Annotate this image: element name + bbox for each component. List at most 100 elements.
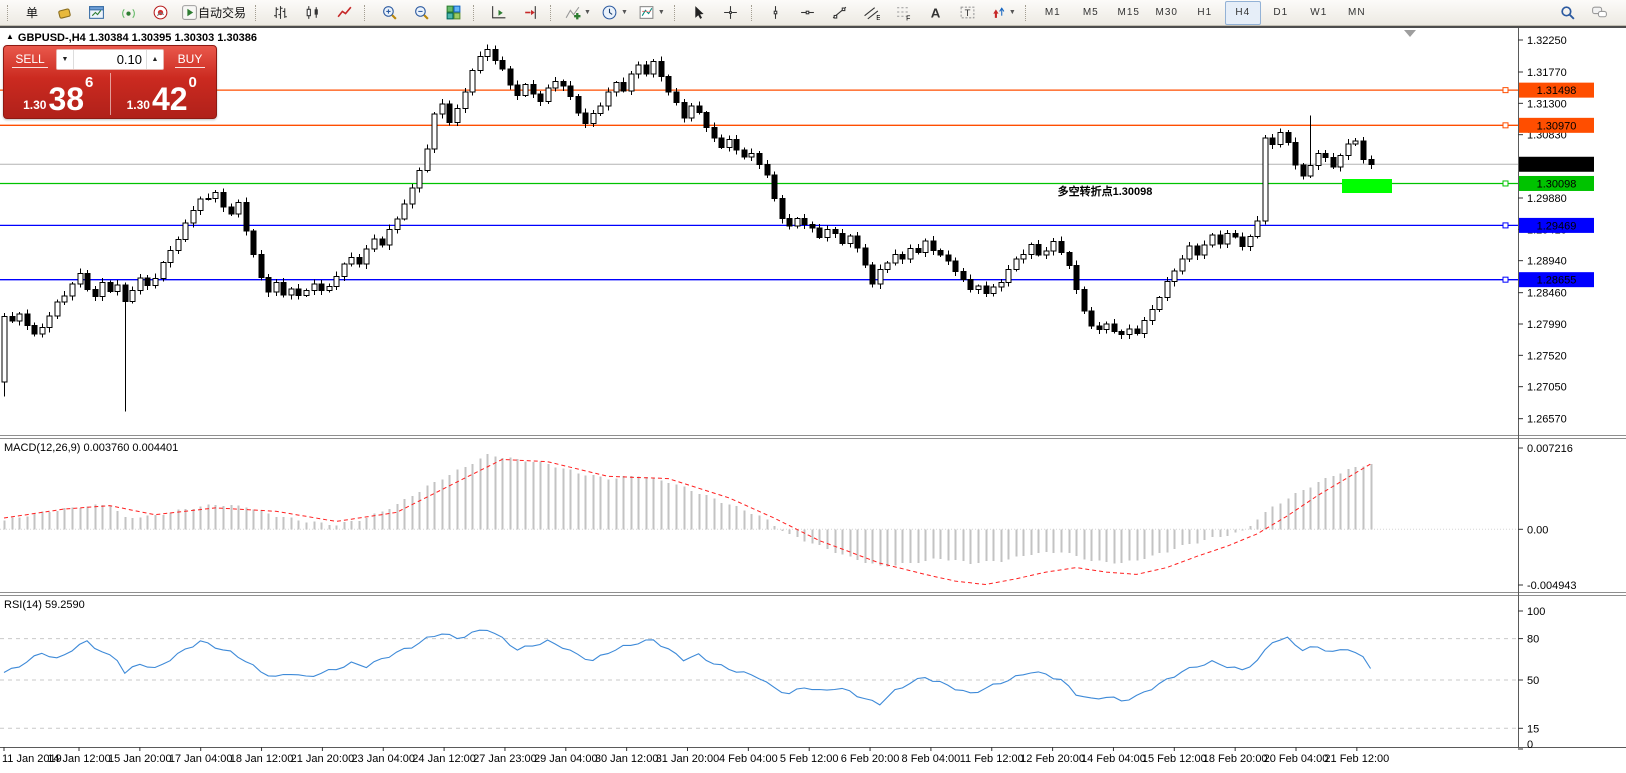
highlight-box-object[interactable] xyxy=(1342,179,1392,193)
volume-increase-button[interactable]: ▲ xyxy=(146,50,163,69)
crosshair-button[interactable] xyxy=(716,1,746,25)
buy-price[interactable]: 1.30 42 0 xyxy=(109,73,214,115)
sell-price-prefix: 1.30 xyxy=(23,97,47,112)
horizontal-line-button[interactable] xyxy=(793,1,823,25)
tile-windows-button[interactable] xyxy=(438,1,468,25)
dropdown-caret-icon[interactable]: ▼ xyxy=(657,9,665,16)
candle-body xyxy=(945,254,952,262)
dropdown-caret-icon[interactable]: ▼ xyxy=(620,9,628,16)
market-watch-icon[interactable] xyxy=(81,1,111,25)
annotation-text-object[interactable]: 多空转折点1.30098 xyxy=(1058,184,1153,198)
hline-handle[interactable] xyxy=(1502,180,1509,187)
buy-button[interactable]: BUY xyxy=(167,49,213,70)
buy-price-pip: 0 xyxy=(188,74,197,91)
tf-m30-button[interactable]: M30 xyxy=(1155,7,1178,18)
new-order-button[interactable]: 单 xyxy=(25,6,38,20)
zoom-out-button[interactable] xyxy=(406,1,436,25)
auto-scroll-button[interactable] xyxy=(483,1,513,25)
candle-body xyxy=(16,313,23,322)
fibonacci-button[interactable]: F xyxy=(889,1,919,25)
candle-body xyxy=(394,218,401,230)
volume-input[interactable] xyxy=(74,50,146,69)
sell-price-big: 38 xyxy=(48,80,85,117)
time-axis-label: 18 Jan 12:00 xyxy=(230,753,294,765)
templates-button[interactable]: ▼ xyxy=(634,1,669,25)
rsi-line xyxy=(3,629,1372,706)
candle-body xyxy=(816,227,823,238)
bar-chart-button[interactable] xyxy=(265,1,295,25)
chart-shift-button[interactable] xyxy=(515,1,545,25)
candle-body xyxy=(1262,137,1269,222)
candle-body xyxy=(884,262,891,270)
candle-body xyxy=(794,218,801,227)
trendline-button[interactable] xyxy=(825,1,855,25)
candle-body xyxy=(907,248,914,260)
line-chart-button[interactable] xyxy=(329,1,359,25)
volume-decrease-button[interactable]: ▼ xyxy=(57,50,74,69)
toolbar-grip xyxy=(750,4,755,21)
sell-price[interactable]: 1.30 38 6 xyxy=(7,73,110,115)
candle-body xyxy=(326,285,333,292)
candle-body xyxy=(582,112,589,124)
arrows-button[interactable]: ▼ xyxy=(985,1,1020,25)
crosshair-glyph xyxy=(724,6,738,19)
candlestick-chart-button[interactable] xyxy=(297,1,327,25)
chart-tool-icon[interactable] xyxy=(49,1,79,25)
dropdown-caret-icon[interactable]: ▼ xyxy=(584,9,591,16)
candle-body xyxy=(371,238,378,250)
tf-m1-button[interactable]: M1 xyxy=(1044,7,1061,18)
time-axis-label: 12 Feb 20:00 xyxy=(1020,753,1085,765)
tf-d1-button[interactable]: D1 xyxy=(1273,7,1289,18)
hline-handle[interactable] xyxy=(1502,122,1509,129)
price-axis-label: 1.27990 xyxy=(1527,319,1567,331)
price-badge xyxy=(1519,156,1594,172)
candle-body xyxy=(288,288,295,296)
candle-body xyxy=(333,275,340,287)
search-icon[interactable] xyxy=(1552,1,1582,25)
tf-m15-button[interactable]: M15 xyxy=(1117,7,1140,18)
time-axis-label: 23 Jan 04:00 xyxy=(351,753,415,765)
chart-shift-marker[interactable] xyxy=(1404,30,1416,37)
autotrading-button[interactable]: 自动交易 xyxy=(177,1,250,25)
text-button[interactable]: A xyxy=(921,1,951,25)
candle-body xyxy=(409,187,416,205)
toolbar: 单 自动交易 ▼ ▼ ▼ E F A T ▼ M1 M5 M15 M30 H1 H4 D1 W1 MN xyxy=(0,0,1626,26)
candle-body xyxy=(24,313,31,326)
candle-body xyxy=(69,283,76,297)
hline-handle[interactable] xyxy=(1502,222,1509,229)
zoom-in-button[interactable] xyxy=(374,1,404,25)
candle-body xyxy=(280,282,287,296)
candle-body xyxy=(847,235,854,245)
expert-icon[interactable] xyxy=(145,1,175,25)
dropdown-caret-icon[interactable]: ▼ xyxy=(1008,9,1016,16)
time-axis-label: 14 Feb 04:00 xyxy=(1081,753,1146,765)
indicator-glyph xyxy=(565,6,581,20)
candle-body xyxy=(182,222,189,241)
price-axis-label: 1.32250 xyxy=(1527,35,1567,47)
tf-h1-button[interactable]: H1 xyxy=(1197,7,1213,18)
tf-m5-button[interactable]: M5 xyxy=(1082,7,1099,18)
sell-button[interactable]: SELL xyxy=(7,49,53,70)
candle-body xyxy=(597,105,604,115)
hline-handle[interactable] xyxy=(1502,87,1509,94)
tf-mn-button[interactable]: MN xyxy=(1347,7,1366,18)
periods-button[interactable]: ▼ xyxy=(597,1,632,25)
chart-canvas[interactable]: 1.322501.317701.313001.308301.298801.294… xyxy=(0,28,1626,773)
tf-h4-button[interactable]: H4 xyxy=(1224,0,1261,25)
collapse-panel-icon[interactable]: ▲ xyxy=(6,32,14,41)
candle-body xyxy=(1118,331,1125,336)
tf-w1-button[interactable]: W1 xyxy=(1310,7,1328,18)
vertical-line-button[interactable] xyxy=(761,1,791,25)
candle-body xyxy=(1141,319,1148,335)
search-glyph xyxy=(1560,6,1575,20)
chat-icon[interactable] xyxy=(1584,1,1614,25)
indicators-button[interactable]: ▼ xyxy=(560,1,595,25)
channel-button[interactable]: E xyxy=(857,1,887,25)
signal-icon[interactable] xyxy=(113,1,143,25)
cursor-button[interactable] xyxy=(684,1,714,25)
time-axis-label: 11 Feb 12:00 xyxy=(960,753,1024,765)
candle-body xyxy=(718,137,725,148)
candle-body xyxy=(1330,157,1337,168)
label-button[interactable]: T xyxy=(953,1,983,25)
hline-handle[interactable] xyxy=(1502,276,1509,283)
